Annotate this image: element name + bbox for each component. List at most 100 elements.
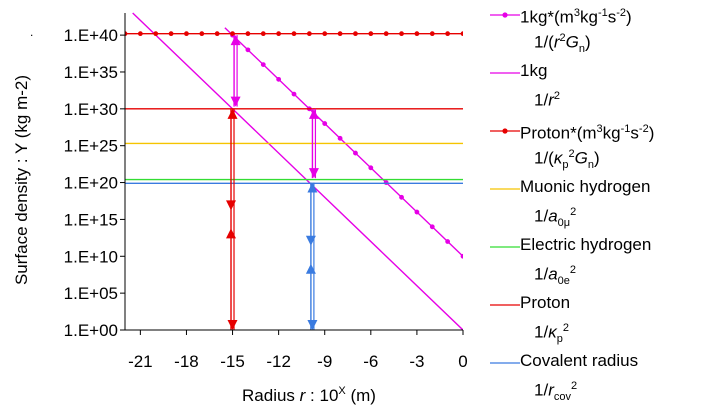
legend-name-g-planck-sup3: -2 xyxy=(616,7,627,19)
y-tick-label: 1.E+10 xyxy=(64,247,118,266)
legend-name-g-proton-a: Proton*(m xyxy=(520,123,597,143)
legend-name-g-planck-d: ) xyxy=(626,7,632,27)
y-tick-label: 1.E+00 xyxy=(64,321,118,340)
legend-sub-g-proton-sub: p xyxy=(562,159,569,172)
x-tick-label: -21 xyxy=(128,352,153,371)
legend-sub-covalent-sup: 2 xyxy=(570,380,578,392)
y-tick-label: 1.E+05 xyxy=(64,284,118,303)
x-tick-label: -12 xyxy=(266,352,291,371)
legend-name-g-proton-sup1: 3 xyxy=(596,123,603,135)
legend-item-covalent: Covalent radius 1/rcov2 xyxy=(490,350,728,408)
legend-name-g-planck-sup1: 3 xyxy=(573,7,580,19)
series-point-g_proton xyxy=(383,31,389,37)
series-point-g_planck xyxy=(368,165,374,171)
x-tick-label: -6 xyxy=(363,352,378,371)
chart: 1.E+00 1.E+05 1.E+10 1.E+15 1.E+20 1.E+25 1.E+… xyxy=(12,12,468,405)
legend-name-g-proton-b: kg xyxy=(602,123,621,143)
series-point-g_planck xyxy=(383,180,389,185)
legend-name-g-planck-b: kg xyxy=(579,7,598,27)
arrow-head xyxy=(305,263,316,274)
x-axis-label: Radius r : 10X (m) xyxy=(242,385,376,405)
y-tick-label: 1.E+15 xyxy=(64,210,118,229)
x-tick-label: -3 xyxy=(409,352,424,371)
series-point-g_proton xyxy=(276,31,282,37)
series-point-g_proton xyxy=(368,31,374,37)
legend-sub-g-proton-var: κ xyxy=(553,148,563,168)
legend-swatch-g-proton xyxy=(490,128,520,134)
y-tick-label: 1.E+35 xyxy=(64,63,118,82)
legend-sub-g-planck-var2: G xyxy=(565,32,579,52)
series-point-g_proton xyxy=(460,31,463,37)
x-tick-label: -15 xyxy=(220,352,245,371)
legend-name-g-planck-a: 1kg*(m xyxy=(520,7,574,27)
series-point-g_proton xyxy=(291,31,297,37)
legend-sub-electric-var: a xyxy=(548,264,558,284)
legend-swatch-covalent xyxy=(490,362,520,364)
legend-swatch-electric xyxy=(490,246,520,248)
y-tick-label: 1.E+40 xyxy=(64,26,118,45)
legend-sub-proton-sup: 2 xyxy=(562,322,569,334)
legend-name-proton: Proton xyxy=(520,293,571,312)
arrow-head xyxy=(230,96,241,107)
series-point-g_proton xyxy=(337,31,343,37)
legend-name-electric: Electric hydrogen xyxy=(520,235,652,254)
legend-item-one-kg: 1kg 1/r2 xyxy=(490,60,728,118)
series-point-g_proton xyxy=(137,31,143,37)
series-line-one_kg xyxy=(132,12,463,330)
legend-name-g-proton-sup2: -1 xyxy=(620,123,631,135)
series-point-g_proton xyxy=(245,31,251,37)
legend-name-g-proton-d: ) xyxy=(648,123,655,143)
legend-swatch-proton xyxy=(490,304,520,306)
series-point-g_proton xyxy=(230,31,235,37)
legend-name-g-proton-c: s xyxy=(630,123,639,143)
series-point-g_proton xyxy=(184,31,189,37)
x-tick-label: 0 xyxy=(458,352,467,371)
x-tick-label: -9 xyxy=(317,352,332,371)
series-point-g_proton xyxy=(125,31,128,37)
legend-name-g-proton-sup3: -2 xyxy=(638,123,649,135)
series-point-g_planck xyxy=(245,47,251,53)
series-point-g_proton xyxy=(199,31,205,37)
legend-sub-g-proton-a: 1/( xyxy=(534,148,554,168)
legend-sub-muonic-a: 1/ xyxy=(534,206,549,226)
legend-sub-g-planck-var: r xyxy=(553,32,560,52)
series-point-g_proton xyxy=(445,31,451,37)
series-point-g_proton xyxy=(306,31,312,37)
series-point-g_planck xyxy=(429,224,435,230)
series-point-g_planck xyxy=(337,135,343,141)
legend-name-g-planck-sup2: -1 xyxy=(597,7,608,19)
legend-name-muonic: Muonic hydrogen xyxy=(520,177,651,196)
series-point-g_proton xyxy=(260,31,266,37)
arrow-head xyxy=(305,235,316,246)
legend-name-one-kg: 1kg xyxy=(520,61,548,80)
series-point-g_planck xyxy=(276,76,282,82)
legend-sub-one-kg-a: 1/ xyxy=(534,90,549,110)
arrow-head xyxy=(227,320,238,330)
legend-item-proton: Proton 1/κp2 xyxy=(490,292,728,350)
series-point-g_planck xyxy=(414,209,420,215)
series-point-g_planck xyxy=(460,253,463,259)
y-tick-label: 1.E+20 xyxy=(64,174,118,193)
legend-sub-electric-sub: 0e xyxy=(557,275,570,288)
series-point-g_planck xyxy=(445,239,451,244)
legend-sub-covalent-sub: cov xyxy=(553,391,571,404)
legend-name-g-planck-c: s xyxy=(607,7,617,27)
y-tick-label: 1.E+25 xyxy=(64,137,118,156)
legend-sub-covalent-a: 1/ xyxy=(534,380,549,400)
series-point-g_proton xyxy=(399,31,404,37)
legend-item-g-proton: Proton*(m3kg-1s-2) 1/(κp2Gn) xyxy=(490,118,728,176)
legend-sub-muonic-sup: 2 xyxy=(570,206,577,218)
series-point-g_planck xyxy=(353,150,358,156)
arrow-head xyxy=(308,108,319,119)
series-point-g_proton xyxy=(429,31,435,37)
arrow-head xyxy=(307,320,318,330)
series-point-g_proton xyxy=(153,31,159,37)
legend-sub-g-planck-sub: n xyxy=(578,43,585,56)
x-tick-label: -18 xyxy=(174,352,199,371)
legend-item-g-planck: 1kg*(m3kg-1s-2) 1/(r2Gn) xyxy=(490,2,728,60)
arrow-head xyxy=(226,228,237,239)
arrow-head xyxy=(227,108,238,119)
legend-sub-g-planck-a: 1/( xyxy=(534,32,554,52)
legend-swatch-g-planck xyxy=(490,12,520,18)
legend-sub-covalent-var: r xyxy=(548,380,554,400)
